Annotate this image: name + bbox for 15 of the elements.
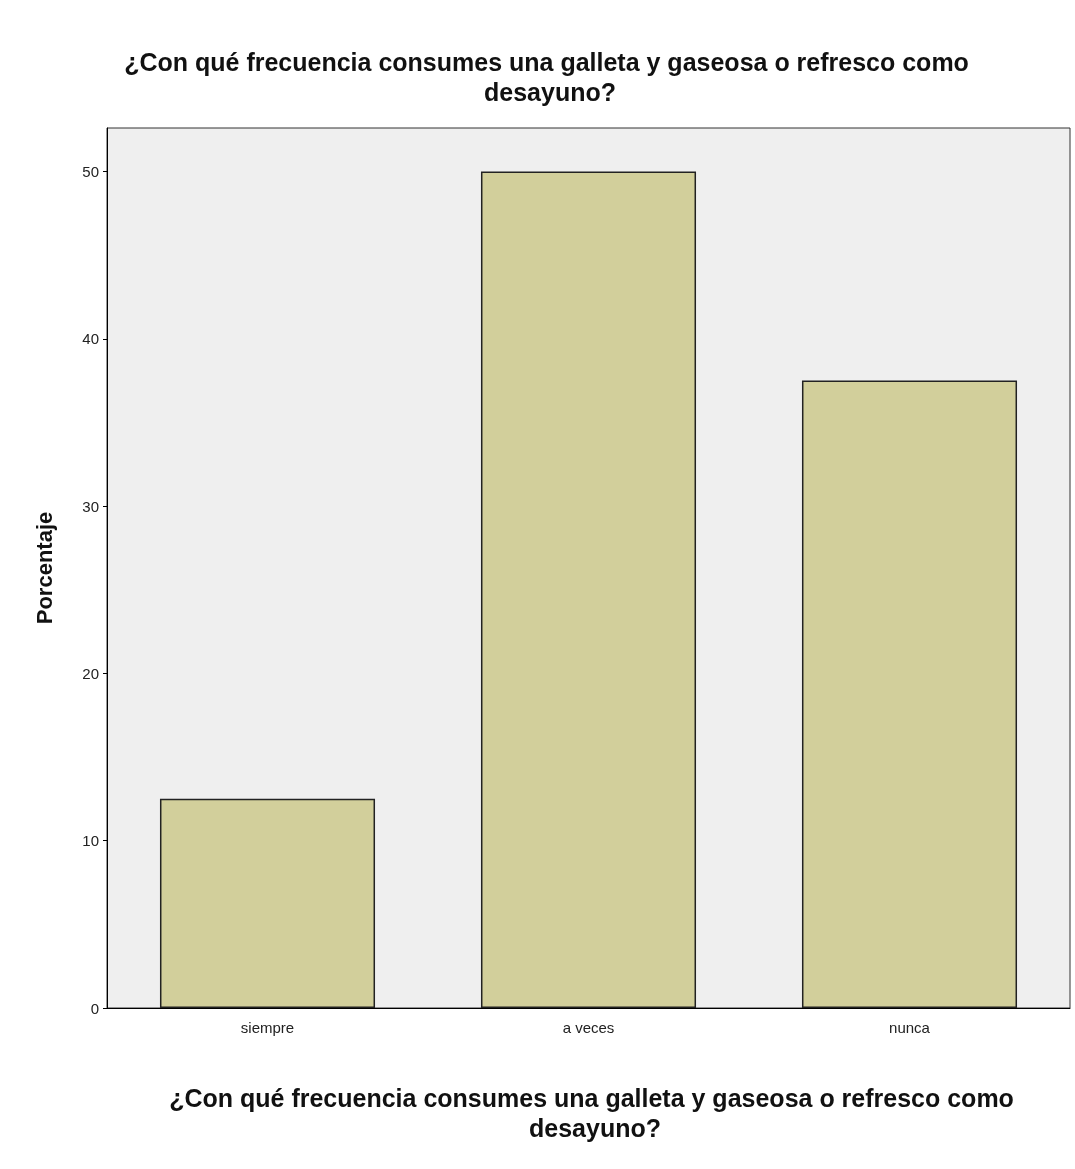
y-tick-label: 40: [82, 330, 99, 348]
x-axis-title: ¿Con qué frecuencia consumes una galleta y gaseosa o refresco como desayuno?: [169, 1084, 1021, 1142]
bar: [801, 380, 1018, 1008]
y-tick-label: 0: [90, 999, 99, 1017]
x-tick-label: a veces: [562, 1019, 615, 1036]
x-tick-label: siempre: [240, 1019, 295, 1036]
y-axis-title: Porcentaje: [31, 511, 57, 625]
bar: [159, 798, 376, 1008]
y-tick-label: 10: [82, 832, 99, 850]
chart-title: ¿Con qué frecuencia consumes una galleta y gaseosa o refresco como desayuno?: [124, 48, 976, 106]
y-tick-label: 30: [82, 497, 99, 515]
x-tick-label: nunca: [889, 1019, 931, 1036]
y-tick-label: 20: [82, 664, 99, 682]
y-tick-label: 50: [82, 163, 99, 180]
bar: [480, 171, 697, 1008]
